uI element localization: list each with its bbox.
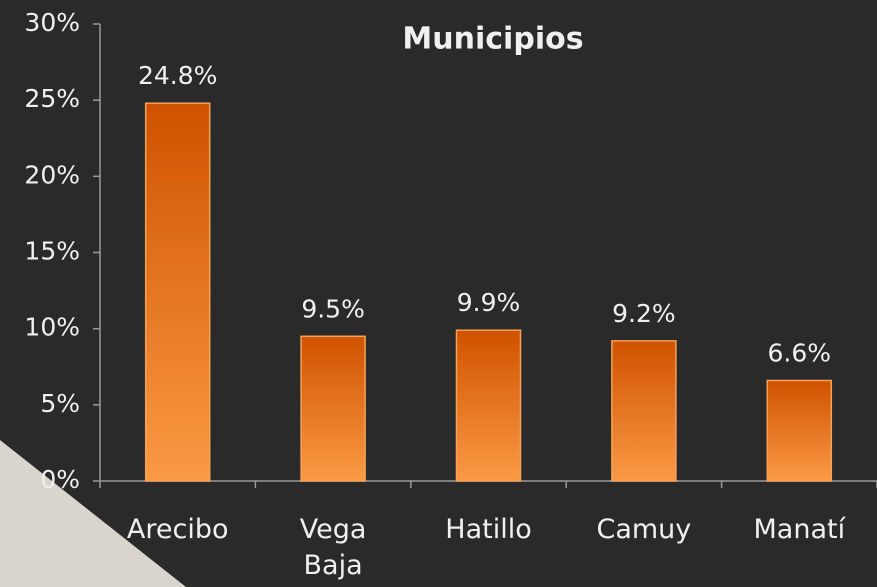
- y-tick-label: 0%: [40, 465, 80, 494]
- chart-title: Municipios: [402, 22, 583, 57]
- corner-decoration: [0, 440, 186, 587]
- value-label: 9.9%: [457, 288, 521, 317]
- y-tick-label: 30%: [24, 8, 80, 37]
- x-tick-label-box: Hatillo: [411, 512, 566, 548]
- bar: [300, 335, 366, 482]
- x-tick-label-box: Arecibo: [100, 512, 255, 548]
- value-label: 9.5%: [301, 294, 365, 323]
- bar: [611, 340, 677, 482]
- x-tick-label: Camuy: [596, 514, 692, 545]
- x-tick-label: Manatí: [753, 514, 846, 545]
- bar: [455, 329, 522, 482]
- value-label: 6.6%: [768, 338, 832, 367]
- value-label: 9.2%: [612, 299, 676, 328]
- x-tick-label: Hatillo: [445, 514, 532, 545]
- y-tick-label: 5%: [40, 389, 80, 418]
- y-tick-label: 15%: [24, 237, 80, 266]
- x-tick-label-box: Vega Baja: [256, 512, 411, 584]
- bar: [766, 379, 833, 482]
- x-tick-label-box: Manatí: [722, 512, 877, 548]
- bar: [144, 102, 211, 482]
- x-tick-label: Arecibo: [126, 514, 229, 545]
- y-tick-label: 10%: [24, 313, 80, 342]
- value-label: 24.8%: [138, 61, 217, 90]
- y-tick-label: 25%: [24, 84, 80, 113]
- y-tick-label: 20%: [24, 160, 80, 189]
- x-tick-label-box: Camuy: [566, 512, 721, 548]
- x-tick-label: Vega Baja: [299, 514, 367, 581]
